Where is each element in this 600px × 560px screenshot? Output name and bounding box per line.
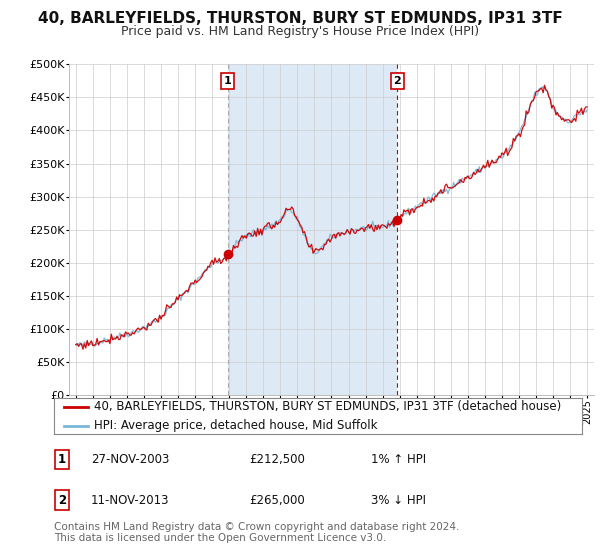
Text: This data is licensed under the Open Government Licence v3.0.: This data is licensed under the Open Gov… <box>54 533 386 543</box>
Text: £265,000: £265,000 <box>250 493 305 507</box>
Text: Contains HM Land Registry data © Crown copyright and database right 2024.: Contains HM Land Registry data © Crown c… <box>54 522 460 532</box>
Text: 1: 1 <box>58 453 66 466</box>
Text: 11-NOV-2013: 11-NOV-2013 <box>91 493 169 507</box>
Bar <box>227 64 397 395</box>
Text: £212,500: £212,500 <box>250 453 305 466</box>
Text: 2: 2 <box>58 493 66 507</box>
Text: 3% ↓ HPI: 3% ↓ HPI <box>371 493 426 507</box>
Text: HPI: Average price, detached house, Mid Suffolk: HPI: Average price, detached house, Mid … <box>94 419 377 432</box>
Text: 40, BARLEYFIELDS, THURSTON, BURY ST EDMUNDS, IP31 3TF: 40, BARLEYFIELDS, THURSTON, BURY ST EDMU… <box>38 11 562 26</box>
Text: 2: 2 <box>394 76 401 86</box>
Text: 1% ↑ HPI: 1% ↑ HPI <box>371 453 426 466</box>
Text: 1: 1 <box>224 76 232 86</box>
Text: 40, BARLEYFIELDS, THURSTON, BURY ST EDMUNDS, IP31 3TF (detached house): 40, BARLEYFIELDS, THURSTON, BURY ST EDMU… <box>94 400 561 413</box>
Text: 27-NOV-2003: 27-NOV-2003 <box>91 453 169 466</box>
Text: Price paid vs. HM Land Registry's House Price Index (HPI): Price paid vs. HM Land Registry's House … <box>121 25 479 38</box>
